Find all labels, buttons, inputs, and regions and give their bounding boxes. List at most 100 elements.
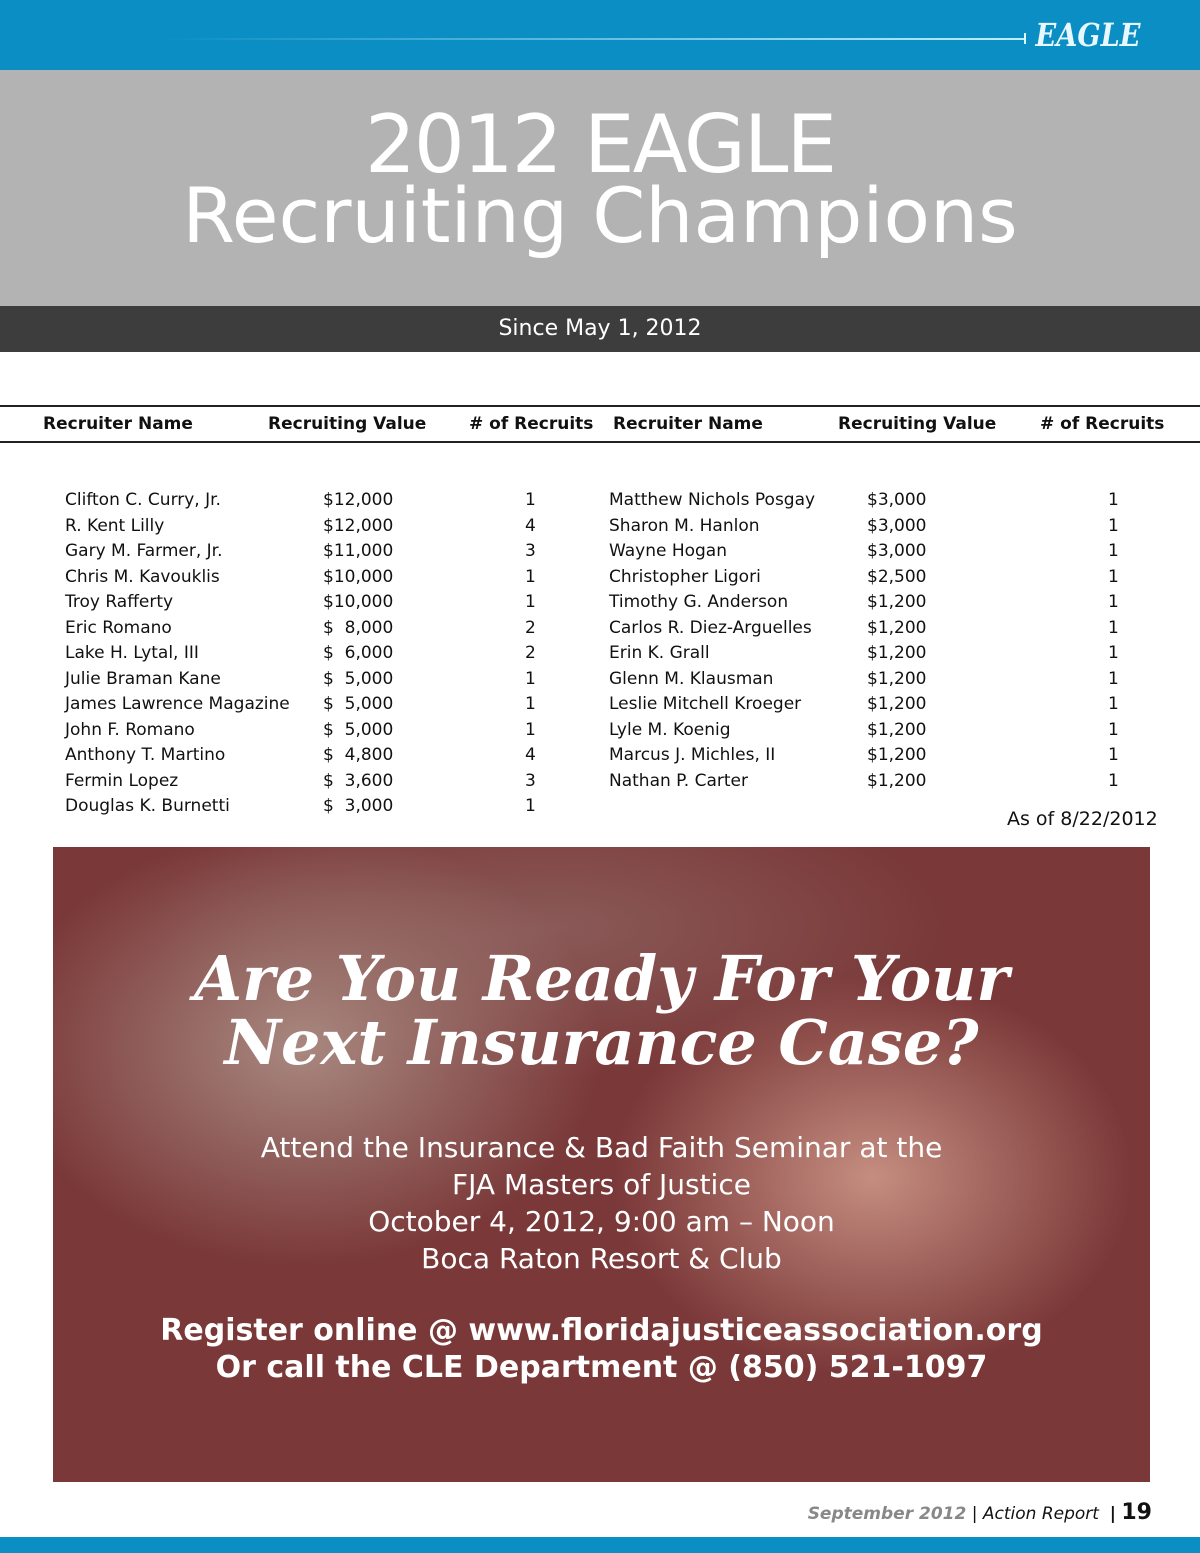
- recruit-count: 1: [1108, 694, 1119, 714]
- recruiter-name: Lake H. Lytal, III: [65, 643, 199, 663]
- recruiting-value: $3,000: [867, 490, 927, 510]
- recruiting-value: $ 5,000: [323, 694, 394, 714]
- recruiting-value: $1,200: [867, 745, 927, 765]
- footer-separator: |: [971, 1504, 978, 1524]
- footer-month: September 2012: [807, 1504, 967, 1524]
- recruiting-value: $ 3,000: [323, 796, 394, 816]
- decorative-line: [160, 38, 1025, 40]
- recruiter-name: Eric Romano: [65, 617, 172, 638]
- recruiter-name: Leslie Mitchell Kroeger: [609, 694, 802, 714]
- ad-headline-line2: Next Insurance Case?: [224, 1006, 979, 1079]
- ad-line: Attend the Insurance & Bad Faith Seminar…: [260, 1131, 943, 1164]
- col-header: # of Recruits: [1040, 414, 1165, 434]
- page-number: 19: [1121, 1500, 1152, 1525]
- recruiter-name: Wayne Hogan: [609, 541, 728, 561]
- ad-details: Attend the Insurance & Bad Faith Seminar…: [53, 1129, 1150, 1277]
- recruiting-value: $12,000: [323, 490, 394, 510]
- recruiter-name: Lyle M. Koenig: [609, 719, 731, 740]
- recruiter-name: R. Kent Lilly: [65, 515, 165, 536]
- recruit-count: 1: [525, 490, 536, 510]
- recruit-count: 3: [525, 770, 536, 791]
- col-header: # of Recruits: [469, 414, 594, 434]
- page-title-line2: Recruiting Champions: [182, 171, 1018, 260]
- recruiting-value: $10,000: [323, 592, 394, 612]
- ad-headline-line1: Are You Ready For Your: [194, 942, 1009, 1015]
- recruit-count: 1: [525, 592, 536, 612]
- recruit-count: 2: [525, 617, 536, 638]
- recruiting-value: $ 5,000: [323, 668, 394, 689]
- recruit-count: 1: [1108, 617, 1119, 638]
- recruit-count: 1: [525, 796, 536, 816]
- recruit-count: 1: [525, 719, 536, 740]
- recruiter-name: Douglas K. Burnetti: [65, 796, 230, 816]
- recruiting-value: $3,000: [867, 541, 927, 561]
- recruiting-value: $11,000: [323, 541, 394, 561]
- top-banner: EAGLE: [0, 0, 1200, 70]
- recruiter-name: Timothy G. Anderson: [609, 592, 789, 612]
- as-of-date: As of 8/22/2012: [1007, 808, 1158, 830]
- recruiter-name: Nathan P. Carter: [609, 770, 748, 791]
- recruit-count: 1: [1108, 515, 1119, 536]
- recruit-count: 1: [1108, 592, 1119, 612]
- recruiter-name: Sharon M. Hanlon: [609, 515, 760, 536]
- recruiter-name: Fermin Lopez: [65, 770, 179, 791]
- recruiting-value: $1,200: [867, 592, 927, 612]
- recruiting-value: $ 5,000: [323, 719, 394, 740]
- recruit-count: 1: [525, 668, 536, 689]
- recruiter-name: Anthony T. Martino: [65, 745, 226, 765]
- recruiter-name: Carlos R. Diez-Arguelles: [609, 617, 812, 638]
- recruit-count: 2: [525, 643, 536, 663]
- col-header: Recruiter Name: [43, 414, 193, 434]
- decorative-tick: [1024, 33, 1026, 44]
- recruiter-name: Troy Rafferty: [65, 592, 174, 612]
- recruiter-name: Matthew Nichols Posgay: [609, 490, 816, 510]
- seminar-advertisement: Are You Ready For Your Next Insurance Ca…: [53, 847, 1150, 1482]
- recruiter-name: Julie Braman Kane: [65, 668, 221, 689]
- recruiting-value: $1,200: [867, 668, 927, 689]
- recruiter-name: John F. Romano: [65, 719, 195, 740]
- recruiter-name: Christopher Ligori: [609, 566, 761, 587]
- ad-line: October 4, 2012, 9:00 am – Noon: [368, 1205, 835, 1238]
- col-header: Recruiter Name: [613, 414, 763, 434]
- recruit-count: 1: [525, 566, 536, 587]
- recruiter-name: Chris M. Kavouklis: [65, 566, 220, 587]
- recruit-count: 4: [525, 515, 536, 536]
- recruit-count: 1: [1108, 541, 1119, 561]
- recruiting-value: $3,000: [867, 515, 927, 536]
- recruiting-value: $ 6,000: [323, 643, 394, 663]
- recruit-count: 3: [525, 541, 536, 561]
- footer-publication: Action Report: [982, 1504, 1099, 1524]
- footer-separator: |: [1109, 1504, 1116, 1524]
- ad-headline: Are You Ready For Your Next Insurance Ca…: [53, 947, 1150, 1075]
- recruit-count: 1: [525, 694, 536, 714]
- recruiting-value: $ 8,000: [323, 617, 394, 638]
- recruiting-value: $1,200: [867, 719, 927, 740]
- bottom-bar: [0, 1537, 1200, 1553]
- recruiter-name: James Lawrence Magazine: [65, 694, 290, 714]
- recruit-count: 1: [1108, 490, 1119, 510]
- recruit-count: 1: [1108, 566, 1119, 587]
- subtitle-bar: Since May 1, 2012: [0, 306, 1200, 352]
- recruiting-value: $ 4,800: [323, 745, 394, 765]
- ad-line: Boca Raton Resort & Club: [421, 1242, 782, 1275]
- recruiting-value: $1,200: [867, 643, 927, 663]
- recruit-count: 4: [525, 745, 536, 765]
- col-header: Recruiting Value: [268, 414, 427, 434]
- page-title-line1: 2012 EAGLE: [365, 98, 837, 191]
- recruiter-name: Glenn M. Klausman: [609, 668, 774, 689]
- recruiting-value: $10,000: [323, 566, 394, 587]
- recruiting-value: $1,200: [867, 770, 927, 791]
- ad-contact: Register online @ www.floridajusticeasso…: [53, 1312, 1150, 1386]
- recruit-count: 1: [1108, 668, 1119, 689]
- page-footer: September 2012 | Action Report | 19: [808, 1500, 1152, 1525]
- recruit-count: 1: [1108, 770, 1119, 791]
- recruiting-value: $12,000: [323, 515, 394, 536]
- recruiting-value: $2,500: [867, 566, 927, 587]
- register-link[interactable]: Register online @ www.floridajusticeasso…: [160, 1313, 1043, 1348]
- title-band: 2012 EAGLE Recruiting Champions: [0, 70, 1200, 306]
- recruit-count: 1: [1108, 745, 1119, 765]
- recruiting-value: $1,200: [867, 617, 927, 638]
- recruit-count: 1: [1108, 643, 1119, 663]
- col-header: Recruiting Value: [838, 414, 997, 434]
- recruiter-name: Gary M. Farmer, Jr.: [65, 541, 223, 561]
